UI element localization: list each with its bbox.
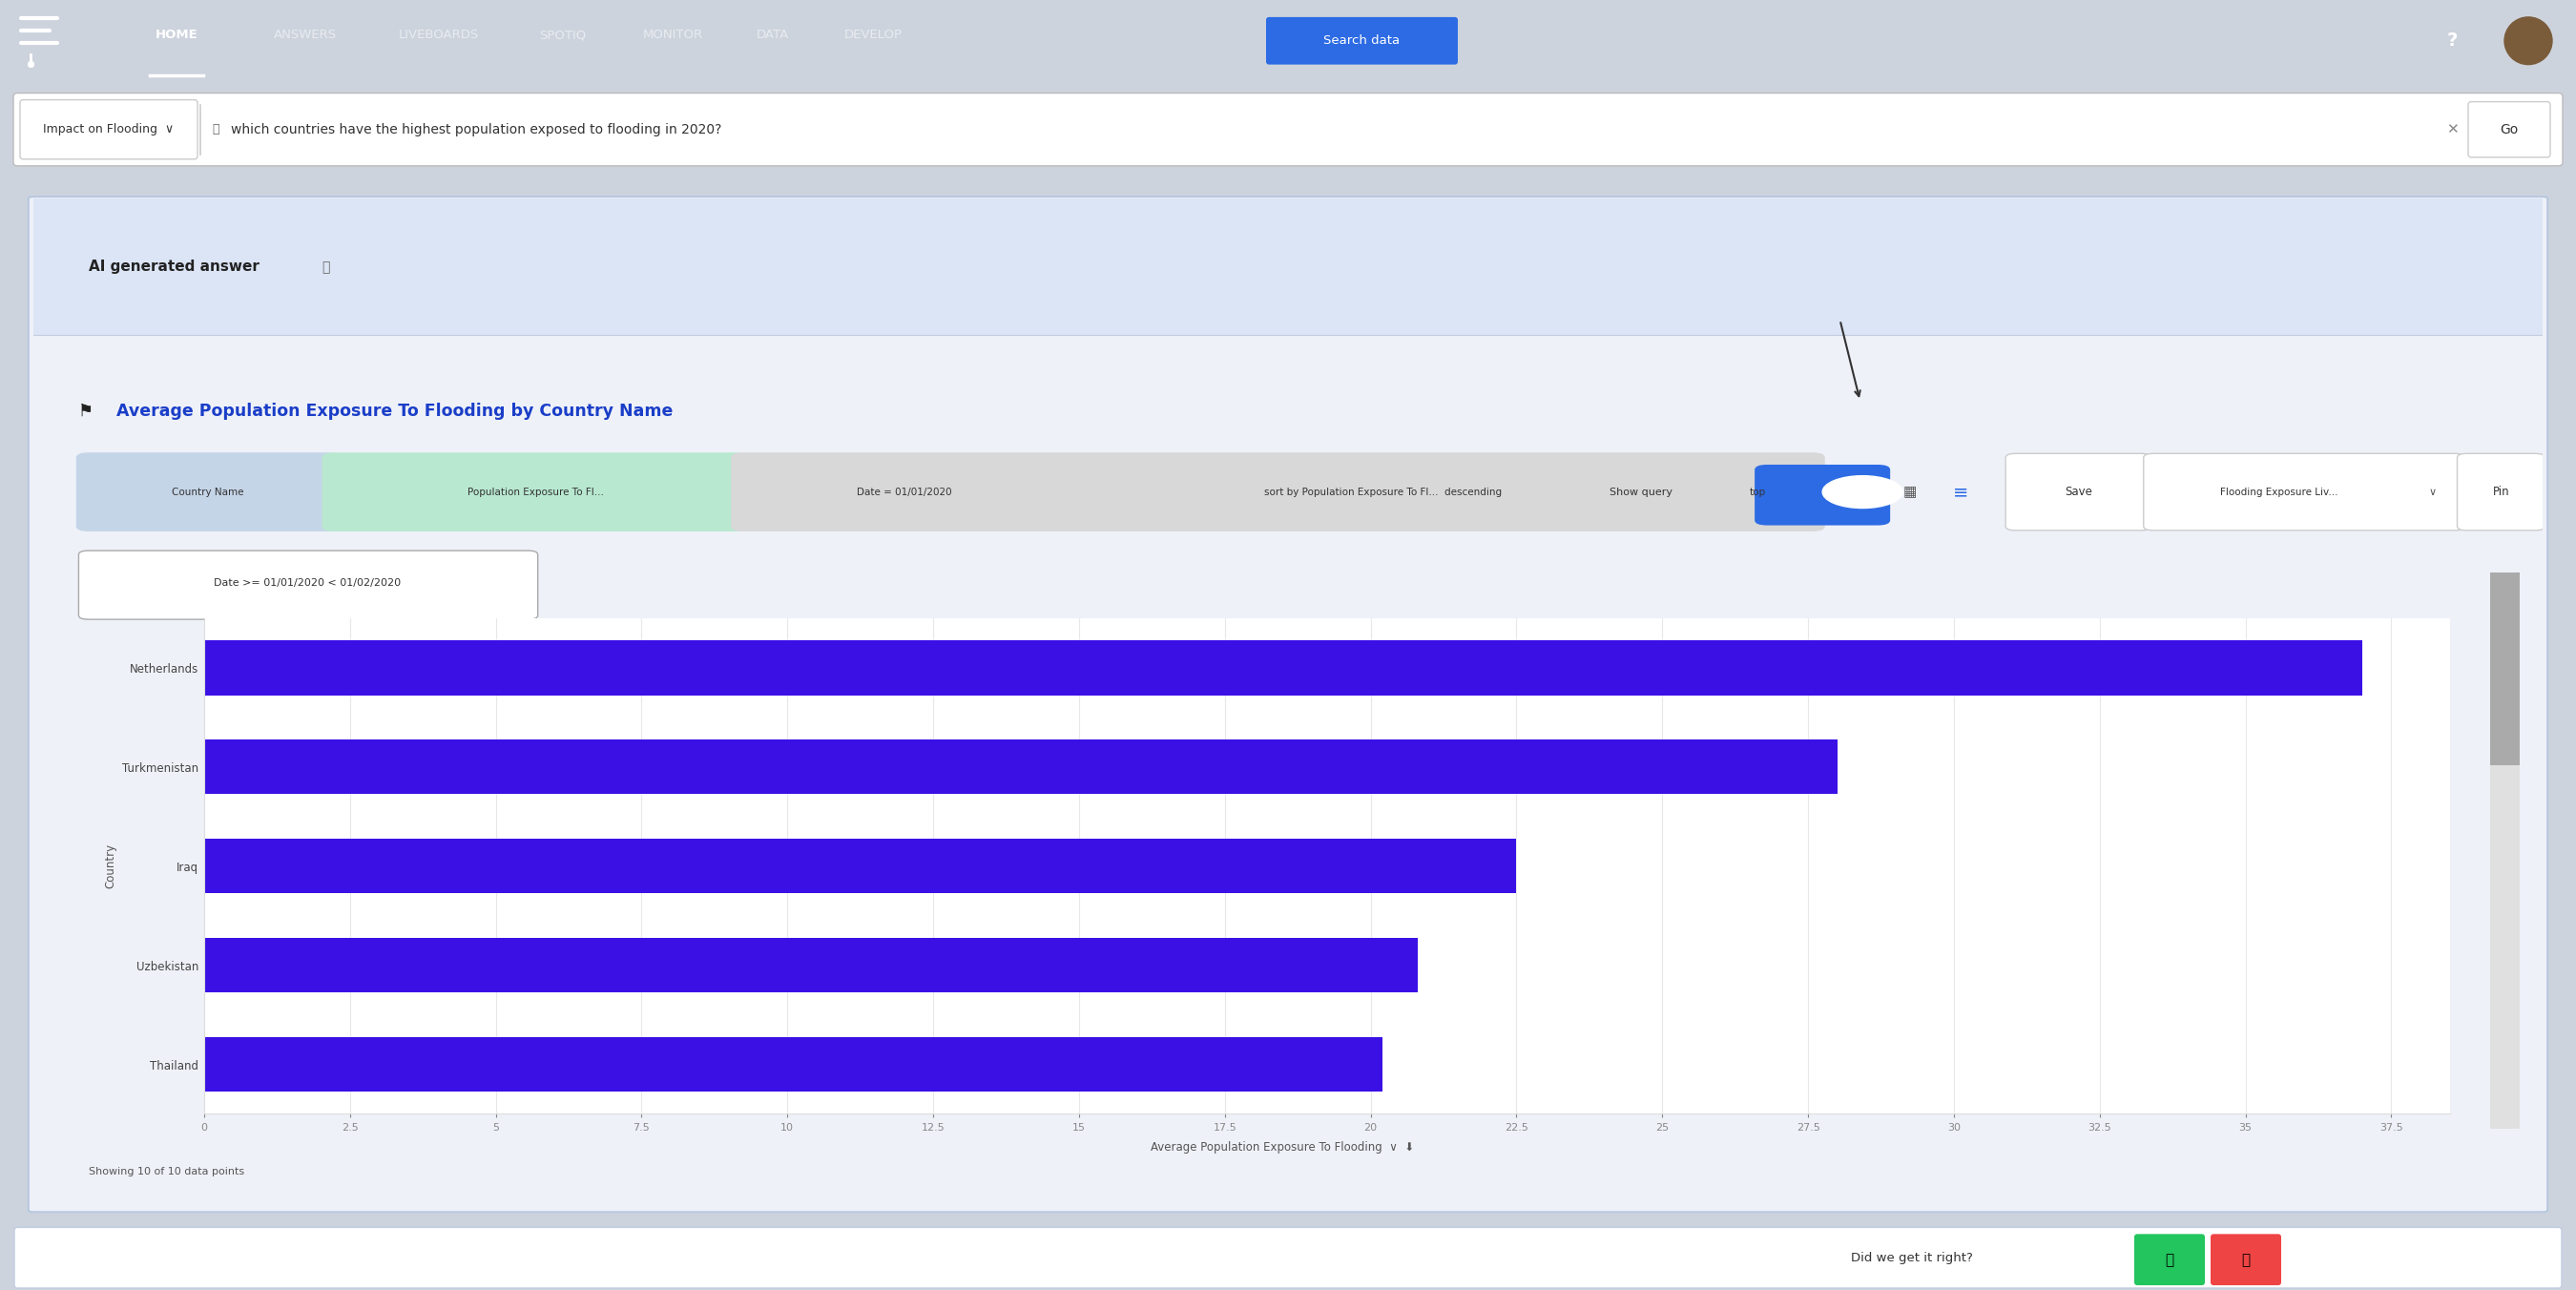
Text: LIVEBOARDS: LIVEBOARDS: [399, 28, 479, 41]
FancyBboxPatch shape: [1754, 464, 1891, 525]
Text: Population Exposure To Fl...: Population Exposure To Fl...: [466, 488, 603, 497]
FancyBboxPatch shape: [322, 453, 750, 531]
Text: MONITOR: MONITOR: [641, 28, 703, 41]
Text: Show query: Show query: [1610, 488, 1672, 497]
Bar: [204, 641, 2362, 695]
Text: sort by Population Exposure To Fl...  descending: sort by Population Exposure To Fl... des…: [1265, 488, 1502, 497]
Text: ≡: ≡: [1953, 482, 1968, 501]
Bar: [204, 938, 1417, 992]
Text: Go: Go: [2501, 123, 2519, 137]
Bar: [204, 839, 1517, 894]
Text: 👍: 👍: [2166, 1253, 2174, 1267]
FancyBboxPatch shape: [33, 199, 2543, 335]
Bar: [204, 1037, 1383, 1091]
Text: Search data: Search data: [1324, 35, 1399, 46]
Text: ✕: ✕: [2445, 123, 2458, 137]
FancyBboxPatch shape: [77, 453, 340, 531]
Text: DEVELOP: DEVELOP: [845, 28, 902, 41]
Text: HOME: HOME: [155, 28, 198, 41]
Text: Save: Save: [2063, 486, 2092, 498]
Text: AI generated answer: AI generated answer: [88, 259, 260, 273]
Text: Average Population Exposure To Flooding  ∨  ⬇: Average Population Exposure To Flooding …: [1151, 1142, 1414, 1153]
Text: 🔍: 🔍: [211, 124, 219, 135]
FancyBboxPatch shape: [2007, 454, 2151, 530]
FancyBboxPatch shape: [1265, 17, 1458, 65]
FancyBboxPatch shape: [80, 551, 538, 619]
Y-axis label: Country: Country: [106, 844, 116, 889]
Text: ANSWERS: ANSWERS: [273, 28, 337, 41]
Text: Flooding Exposure Liv...: Flooding Exposure Liv...: [2221, 488, 2339, 497]
FancyBboxPatch shape: [2491, 573, 2519, 765]
FancyBboxPatch shape: [13, 93, 2563, 166]
Text: Date = 01/01/2020: Date = 01/01/2020: [858, 488, 951, 497]
Circle shape: [1821, 476, 1904, 508]
FancyBboxPatch shape: [2458, 454, 2545, 530]
FancyBboxPatch shape: [1690, 453, 1824, 531]
Circle shape: [2504, 17, 2553, 65]
Text: ⚑: ⚑: [80, 402, 95, 419]
FancyBboxPatch shape: [2143, 454, 2465, 530]
Text: Showing 10 of 10 data points: Showing 10 of 10 data points: [88, 1167, 245, 1176]
FancyBboxPatch shape: [28, 196, 2548, 1213]
Text: Pin: Pin: [2494, 486, 2509, 498]
FancyBboxPatch shape: [2468, 102, 2550, 157]
Text: Impact on Flooding  ∨: Impact on Flooding ∨: [44, 124, 175, 135]
Text: top: top: [1749, 488, 1765, 497]
FancyBboxPatch shape: [732, 453, 1077, 531]
Text: 👎: 👎: [2241, 1253, 2251, 1267]
Text: DATA: DATA: [757, 28, 788, 41]
FancyBboxPatch shape: [2210, 1235, 2282, 1285]
Text: which countries have the highest population exposed to flooding in 2020?: which countries have the highest populat…: [232, 123, 721, 137]
Text: ?: ?: [2447, 32, 2458, 50]
FancyBboxPatch shape: [21, 99, 198, 159]
FancyBboxPatch shape: [2136, 1235, 2205, 1285]
FancyBboxPatch shape: [2491, 573, 2519, 1129]
Text: Average Population Exposure To Flooding by Country Name: Average Population Exposure To Flooding …: [116, 402, 672, 419]
Text: ▦: ▦: [1904, 485, 1917, 499]
Text: Date >= 01/01/2020 < 01/02/2020: Date >= 01/01/2020 < 01/02/2020: [214, 578, 399, 588]
Text: SPOTIQ: SPOTIQ: [538, 28, 587, 41]
FancyBboxPatch shape: [15, 1227, 2561, 1289]
Text: ∨: ∨: [2429, 488, 2437, 497]
Text: Country Name: Country Name: [173, 488, 245, 497]
FancyBboxPatch shape: [1059, 453, 1708, 531]
Text: Did we get it right?: Did we get it right?: [1852, 1251, 1973, 1264]
Bar: [204, 739, 1837, 795]
Text: ⓘ: ⓘ: [322, 261, 330, 273]
